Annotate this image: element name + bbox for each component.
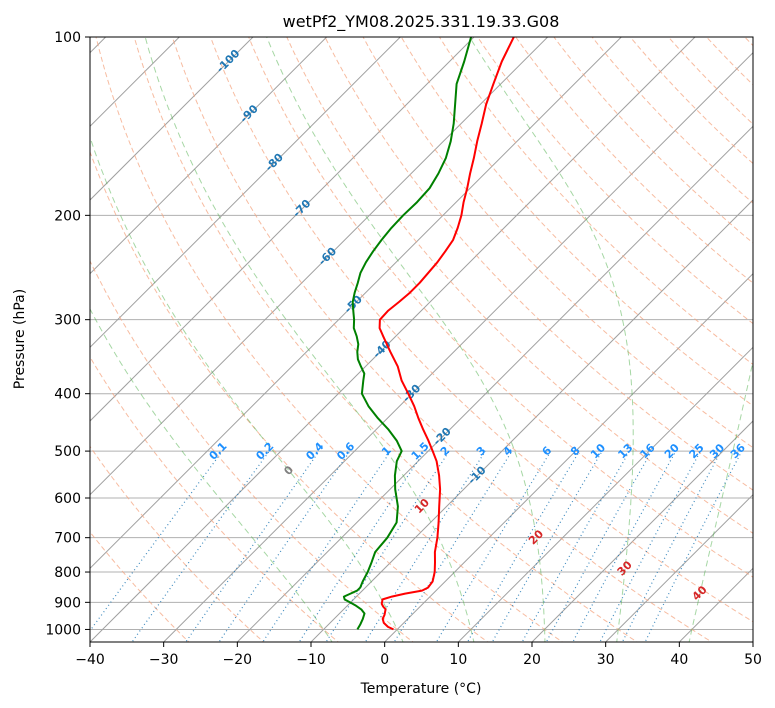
x-tick-label: −30 bbox=[149, 652, 179, 668]
moist-adiabats bbox=[90, 37, 753, 642]
mixing-ratio-line bbox=[131, 450, 270, 642]
mixing-ratio-line bbox=[393, 450, 513, 642]
isotherm-line bbox=[90, 37, 254, 201]
pressure-gridlines bbox=[90, 37, 753, 630]
y-tick-label: 400 bbox=[54, 387, 81, 403]
mixing-ratio-line bbox=[325, 450, 450, 642]
moist-adiabat bbox=[266, 37, 546, 642]
x-tick-label: −20 bbox=[223, 652, 253, 668]
isotherm-line bbox=[236, 125, 753, 642]
mixing-ratio-line bbox=[621, 450, 722, 642]
x-tick-label: 50 bbox=[744, 652, 762, 668]
mixing-ratio-line bbox=[218, 450, 351, 642]
y-tick-label: 800 bbox=[54, 565, 81, 581]
x-tick-label: 0 bbox=[380, 652, 389, 668]
isotherm-line bbox=[90, 37, 696, 642]
isotherm-line bbox=[90, 37, 475, 422]
dry-adiabat bbox=[90, 259, 414, 642]
x-tick-label: −40 bbox=[75, 652, 105, 668]
y-tick-label: 200 bbox=[54, 208, 81, 224]
y-axis: 1000 900 800 700 600 500 400 300 200 100 bbox=[45, 30, 90, 638]
dry-adiabat bbox=[90, 356, 340, 642]
moist-adiabat bbox=[90, 308, 333, 642]
isotherm-line bbox=[531, 420, 753, 642]
y-tick-label: 300 bbox=[54, 313, 81, 329]
dry-adiabat bbox=[438, 37, 753, 366]
y-tick-label: 600 bbox=[54, 491, 81, 507]
dry-adiabats bbox=[90, 37, 753, 642]
dry-adiabat bbox=[286, 37, 753, 534]
dry-adiabat bbox=[362, 37, 753, 449]
x-axis-title: Temperature (°C) bbox=[360, 681, 482, 697]
dewpoint-profile-line bbox=[342, 37, 473, 630]
moist-adiabat bbox=[688, 358, 753, 642]
y-axis-title: Pressure (hPa) bbox=[12, 289, 28, 389]
y-tick-label: 500 bbox=[54, 444, 81, 460]
mixing-ratio-line bbox=[466, 450, 580, 642]
dry-adiabat bbox=[171, 37, 713, 642]
dry-adiabat bbox=[90, 150, 489, 642]
isotherm-line bbox=[383, 272, 753, 642]
y-tick-label: 1000 bbox=[45, 622, 81, 638]
isotherm-line bbox=[90, 37, 623, 570]
dry-adiabat bbox=[133, 37, 638, 642]
isotherm-line bbox=[162, 51, 753, 642]
isotherm-line bbox=[310, 199, 753, 642]
moist-adiabat bbox=[469, 37, 634, 642]
isotherm-line bbox=[90, 37, 549, 496]
mixing-ratio-line bbox=[298, 450, 425, 642]
y-tick-label: 900 bbox=[54, 595, 81, 611]
dry-adiabat bbox=[90, 531, 190, 642]
plot-frame bbox=[89, 36, 754, 643]
x-tick-label: −10 bbox=[296, 652, 326, 668]
plot-area: 0.1 0.2 0.4 0.6 1 1.5 2 3 4 6 8 10 13 16 20 25 30 36-100-… bbox=[90, 37, 753, 642]
profile-series bbox=[342, 37, 515, 631]
y-tick-label: 100 bbox=[54, 30, 81, 46]
chart-title: wetPf2_YM08.2025.331.19.33.G08 bbox=[283, 12, 560, 32]
moist-adiabat bbox=[144, 37, 475, 642]
mixing-ratio-lines bbox=[90, 450, 743, 642]
mixing-ratio-line bbox=[262, 450, 392, 642]
isotherm-line bbox=[90, 37, 328, 275]
x-tick-label: 20 bbox=[523, 652, 541, 668]
mixing-ratio-line bbox=[185, 450, 320, 642]
x-tick-label: 10 bbox=[449, 652, 467, 668]
mixing-ratio-line bbox=[364, 450, 486, 642]
mixing-ratio-line bbox=[599, 450, 702, 642]
x-tick-label: 30 bbox=[597, 652, 615, 668]
moist-adiabat bbox=[90, 135, 404, 642]
temperature-profile-line bbox=[378, 37, 515, 631]
y-tick-label: 700 bbox=[54, 531, 81, 547]
isotherm-line bbox=[457, 346, 753, 642]
x-tick-label: 40 bbox=[670, 652, 688, 668]
dry-adiabat bbox=[95, 37, 564, 642]
dry-adiabat bbox=[209, 37, 753, 623]
dry-adiabat bbox=[324, 37, 753, 491]
dry-adiabat bbox=[248, 37, 753, 578]
x-axis: −40 −30 −20 −10 0 10 20 30 40 50 bbox=[75, 642, 762, 668]
isotherms bbox=[90, 37, 753, 642]
isotherm-line bbox=[604, 493, 753, 642]
